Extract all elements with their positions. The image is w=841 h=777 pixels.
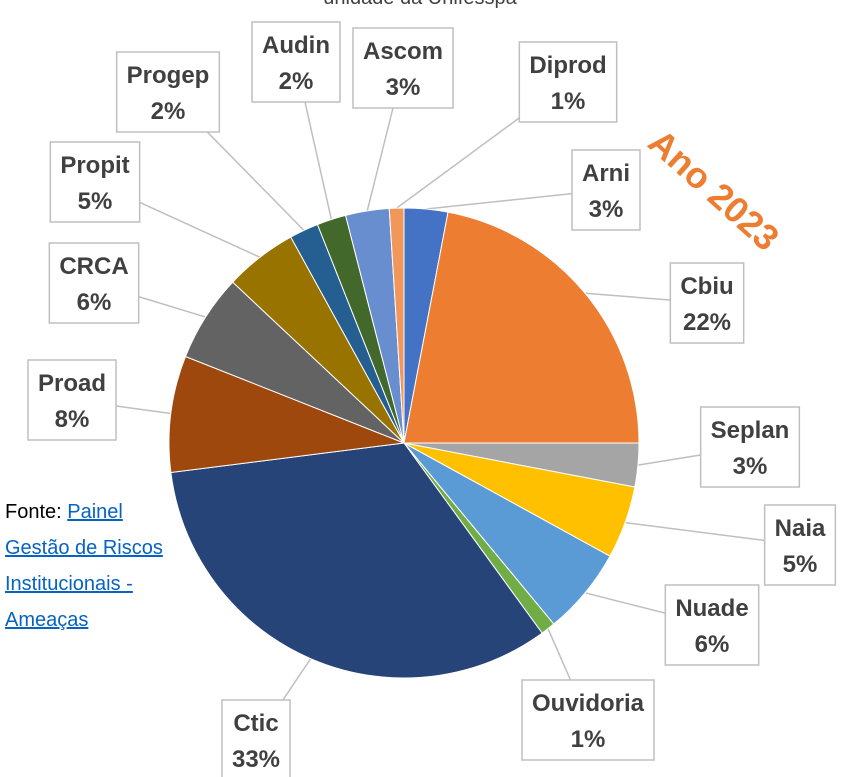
label-box [699, 406, 801, 488]
category-label: Diprod [529, 52, 606, 79]
label-box [115, 51, 221, 133]
data-label: Diprod 1% [518, 41, 618, 123]
data-label: Nuade 6% [664, 584, 760, 666]
category-label: Ascom [363, 38, 443, 65]
value-label: 8% [55, 406, 90, 433]
category-label: Audin [262, 32, 330, 59]
data-label: Propit 5% [49, 141, 141, 223]
label-box [518, 41, 618, 123]
slice [170, 442, 543, 679]
data-label: Progep 2% [115, 51, 221, 133]
category-label: Seplan [711, 417, 790, 444]
value-label: 6% [77, 289, 112, 316]
label-box [352, 27, 454, 109]
slice [388, 207, 405, 444]
data-label: Cbiu 22% [669, 262, 745, 344]
label-box [669, 262, 745, 344]
category-label: Cbiu [680, 273, 733, 300]
data-label: Arni 3% [571, 149, 641, 231]
category-label: Progep [127, 62, 210, 89]
data-label: Audin 2% [251, 21, 341, 103]
data-label: Ouvidoria 1% [521, 679, 655, 761]
source-prefix: Fonte: [5, 501, 62, 523]
label-box [27, 359, 117, 441]
annotation: Ano 2023 [641, 121, 787, 259]
label-box [49, 141, 141, 223]
label-box [48, 242, 140, 324]
value-label: 5% [78, 188, 113, 215]
value-label: 33% [232, 746, 280, 773]
data-label: Seplan 3% [699, 406, 801, 488]
category-label: CRCA [59, 253, 128, 280]
slice [403, 211, 640, 444]
category-label: Ctic [233, 710, 278, 737]
label-box [571, 149, 641, 231]
category-label: Naia [775, 515, 826, 542]
value-label: 1% [551, 88, 586, 115]
value-label: 3% [733, 453, 768, 480]
value-label: 5% [783, 551, 818, 578]
category-label: Ouvidoria [532, 690, 645, 717]
source-link[interactable]: Painel Gestão de Riscos Institucionais -… [5, 501, 163, 631]
slices [168, 207, 640, 679]
label-box [664, 584, 760, 666]
category-label: Propit [60, 152, 129, 179]
category-label: Arni [582, 160, 630, 187]
data-label: CRCA 6% [48, 242, 140, 324]
label-box [221, 699, 291, 777]
source: Fonte: Painel Gestão de Riscos Instituci… [5, 494, 183, 638]
value-label: 3% [589, 196, 624, 223]
value-label: 1% [571, 726, 606, 753]
chart-title: unidade da Unifesspa [323, 0, 517, 9]
labels: Arni 3% Cbiu 22% Seplan 3% Naia 5% Nuade 6% Ouvido… [27, 21, 837, 777]
label-box [521, 679, 655, 761]
slice [168, 355, 405, 474]
value-label: 22% [683, 309, 731, 336]
value-label: 3% [386, 74, 421, 101]
value-label: 6% [695, 631, 730, 658]
category-label: Proad [38, 370, 106, 397]
data-label: Naia 5% [763, 504, 837, 586]
data-label: Ascom 3% [352, 27, 454, 109]
label-box [763, 504, 837, 586]
value-label: 2% [279, 68, 314, 95]
data-label: Proad 8% [27, 359, 117, 441]
label-box [251, 21, 341, 103]
value-label: 2% [151, 98, 186, 125]
category-label: Nuade [675, 595, 748, 622]
data-label: Ctic 33% [221, 699, 291, 777]
